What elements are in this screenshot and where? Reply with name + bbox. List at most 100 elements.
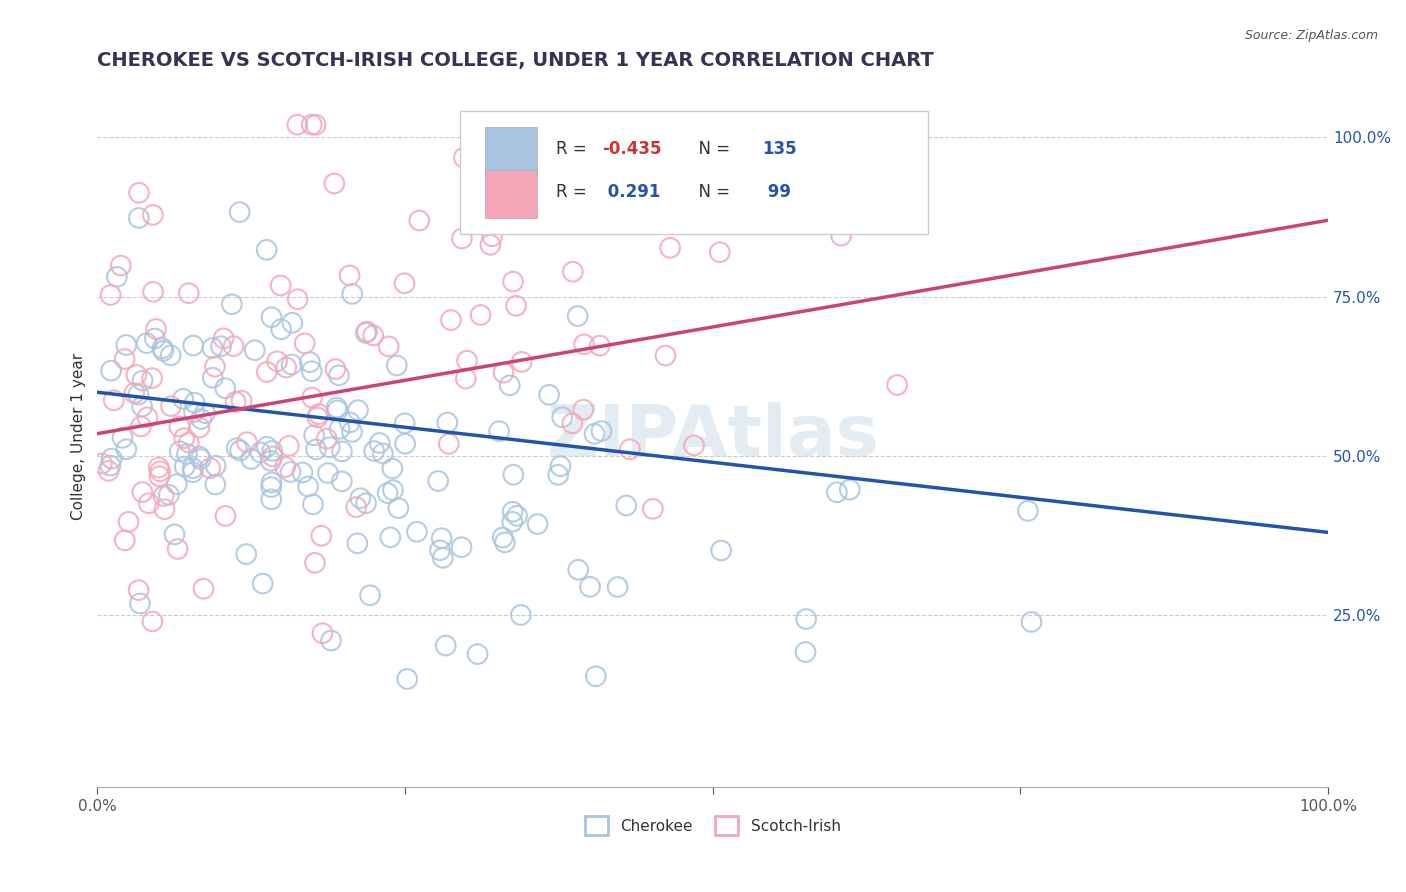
Point xyxy=(339,416,361,430)
Point xyxy=(256,243,278,257)
Point xyxy=(201,341,224,355)
Point xyxy=(110,259,132,273)
Point xyxy=(794,645,817,659)
Point xyxy=(181,461,204,475)
Point xyxy=(825,485,848,500)
Point xyxy=(330,444,353,458)
Point xyxy=(280,358,302,372)
Point xyxy=(385,359,408,373)
Point xyxy=(561,417,583,431)
Point xyxy=(619,442,641,457)
Point xyxy=(100,363,122,377)
Point xyxy=(260,310,283,325)
Point xyxy=(129,596,152,610)
Point xyxy=(188,420,211,434)
Point xyxy=(173,459,195,474)
Point xyxy=(128,186,150,200)
Point xyxy=(494,535,516,549)
Point xyxy=(231,393,253,408)
Point xyxy=(394,417,416,431)
Point xyxy=(886,378,908,392)
Point xyxy=(136,410,159,425)
Point xyxy=(319,633,342,648)
Point xyxy=(430,531,453,545)
Point xyxy=(305,442,328,457)
Point xyxy=(172,392,194,406)
Point xyxy=(330,475,353,489)
Point xyxy=(188,450,211,464)
Point xyxy=(302,428,325,442)
Text: CHEROKEE VS SCOTCH-IRISH COLLEGE, UNDER 1 YEAR CORRELATION CHART: CHEROKEE VS SCOTCH-IRISH COLLEGE, UNDER … xyxy=(97,51,934,70)
Point xyxy=(432,550,454,565)
Point xyxy=(262,450,284,464)
Point xyxy=(450,540,472,554)
Point xyxy=(659,241,682,255)
Point xyxy=(356,325,378,339)
Point xyxy=(502,467,524,482)
Point xyxy=(547,467,569,482)
Point xyxy=(225,395,247,409)
Point xyxy=(214,508,236,523)
Point xyxy=(454,371,477,385)
Point xyxy=(131,400,153,414)
Point xyxy=(380,530,402,544)
Point xyxy=(235,547,257,561)
Point xyxy=(319,440,342,454)
Point xyxy=(510,355,533,369)
Point xyxy=(142,285,165,299)
Point xyxy=(221,297,243,311)
Point xyxy=(131,485,153,500)
Point xyxy=(214,381,236,395)
Point xyxy=(190,452,212,467)
Point xyxy=(190,412,212,426)
Point xyxy=(142,208,165,222)
Point xyxy=(567,309,589,323)
Point xyxy=(838,483,860,497)
Point xyxy=(152,341,174,355)
Point xyxy=(311,529,333,543)
Point xyxy=(506,508,529,523)
Point xyxy=(181,465,204,479)
Point xyxy=(526,517,548,532)
Point xyxy=(149,464,172,478)
Point xyxy=(222,339,245,353)
Point xyxy=(169,419,191,434)
Point xyxy=(100,288,122,302)
Point xyxy=(169,444,191,458)
Point xyxy=(148,460,170,475)
Point xyxy=(236,435,259,450)
Point xyxy=(193,582,215,596)
Point xyxy=(408,213,430,227)
Point xyxy=(209,339,232,353)
Point xyxy=(326,403,349,417)
Point xyxy=(285,118,308,132)
Point xyxy=(499,378,522,392)
Point xyxy=(260,475,283,490)
FancyBboxPatch shape xyxy=(485,127,537,175)
Point xyxy=(183,405,205,419)
Point xyxy=(125,368,148,382)
Point xyxy=(316,466,339,480)
Point xyxy=(200,461,222,475)
Point xyxy=(91,457,114,471)
Point xyxy=(429,543,451,558)
Point xyxy=(325,362,347,376)
Point xyxy=(225,442,247,456)
Point xyxy=(117,515,139,529)
Text: N =: N = xyxy=(688,184,735,202)
Point xyxy=(159,348,181,362)
Point xyxy=(377,486,399,500)
Point xyxy=(381,461,404,475)
Point xyxy=(394,436,416,450)
Point xyxy=(229,443,252,458)
Point xyxy=(97,464,120,478)
Point xyxy=(152,343,174,358)
Point xyxy=(654,349,676,363)
Point xyxy=(138,496,160,510)
Point xyxy=(551,410,574,425)
Point xyxy=(177,435,200,450)
Point xyxy=(181,338,204,352)
Point xyxy=(212,331,235,345)
Point xyxy=(260,492,283,507)
Point xyxy=(479,237,502,252)
